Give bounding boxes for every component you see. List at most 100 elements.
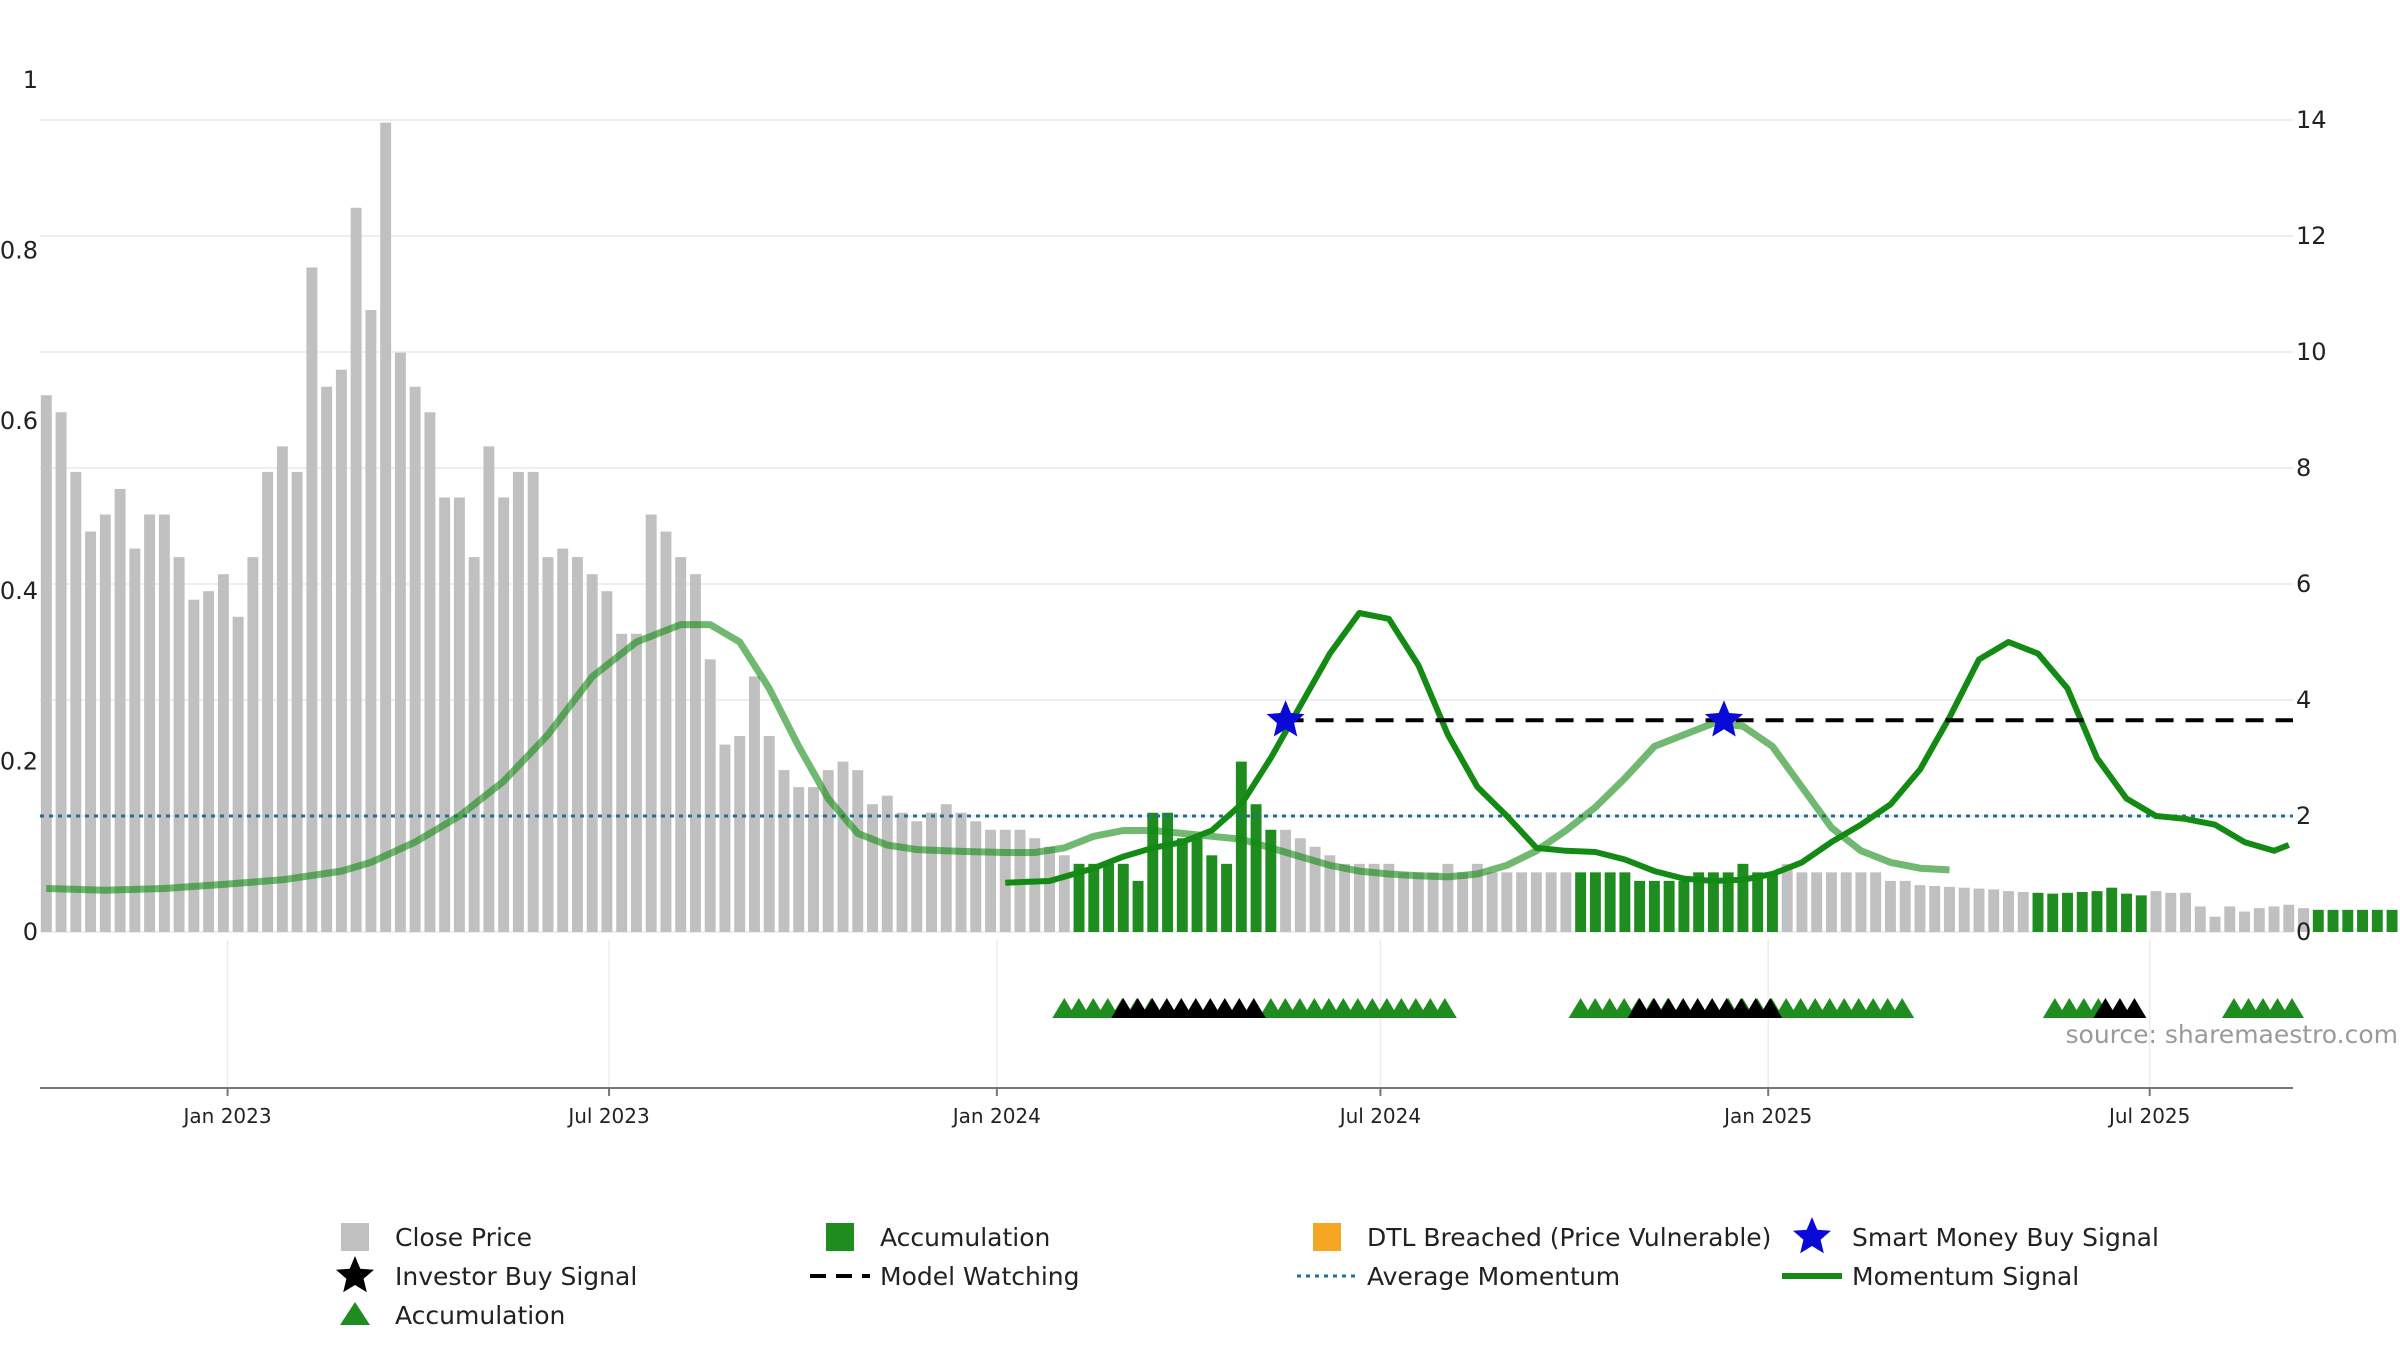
accumulation-bar	[1132, 880, 1144, 932]
close-price-bar	[380, 122, 392, 933]
close-price-bar	[1944, 886, 1955, 932]
accumulation-bar	[2342, 909, 2354, 932]
right-axis-tick-label: 0	[2296, 918, 2311, 946]
close-price-bar	[2253, 908, 2265, 932]
close-price-bar	[2165, 892, 2177, 932]
close-price-bar	[896, 812, 908, 932]
close-price-bar	[985, 829, 996, 932]
investor-triangle-icon	[2122, 998, 2147, 1018]
legend-label: Average Momentum	[1367, 1262, 1620, 1291]
legend-label: Accumulation	[880, 1223, 1050, 1252]
close-price-bar	[571, 557, 583, 932]
close-price-bar	[55, 412, 67, 932]
close-price-bar	[867, 804, 878, 932]
close-price-bar	[527, 471, 539, 932]
close-price-bar	[734, 736, 746, 932]
close-price-bars	[40, 122, 2398, 933]
close-price-bar	[881, 795, 893, 932]
accumulation-bar	[2357, 909, 2369, 932]
accumulation-bar	[1575, 872, 1587, 932]
left-axis-tick-label: 0	[23, 918, 38, 946]
close-price-bar	[586, 574, 598, 932]
close-price-bar	[188, 599, 200, 932]
legend-label: Smart Money Buy Signal	[1852, 1223, 2159, 1252]
legend-item: Accumulation	[826, 1223, 1050, 1252]
accumulation-bar	[1250, 804, 1262, 932]
close-price-bar	[1471, 863, 1483, 932]
accumulation-bar	[1634, 880, 1646, 932]
right-axis-tick-label: 10	[2296, 338, 2327, 366]
close-price-bar	[247, 557, 259, 932]
momentum-line-historic	[46, 621, 1950, 894]
legend-square-icon	[341, 1223, 369, 1251]
close-price-bar	[1825, 872, 1837, 932]
left-axis-tick-label: 0.6	[0, 407, 38, 435]
accumulation-bar	[1088, 863, 1100, 932]
accumulation-bar	[1604, 872, 1616, 932]
legend-label: DTL Breached (Price Vulnerable)	[1367, 1223, 1771, 1252]
close-price-bar	[660, 531, 672, 932]
close-price-bar	[144, 514, 156, 932]
close-price-bar	[689, 574, 701, 932]
right-axis-tick-label: 14	[2296, 106, 2327, 134]
accumulation-bar	[1707, 872, 1719, 932]
accumulation-bar	[2047, 893, 2059, 932]
legend-star-icon	[1793, 1217, 1831, 1254]
close-price-bar	[439, 497, 451, 932]
legend-item: Average Momentum	[1297, 1262, 1620, 1291]
accumulation-triangle-icon	[1890, 998, 1915, 1018]
accumulation-bar	[1147, 812, 1159, 932]
close-price-bar	[1486, 872, 1498, 932]
accumulation-bar	[1752, 872, 1764, 932]
close-price-bar	[616, 633, 628, 932]
close-price-bar	[291, 471, 303, 932]
accumulation-bar	[1663, 880, 1675, 932]
close-price-bar	[2239, 911, 2250, 932]
close-price-bar	[173, 557, 185, 932]
accumulation-bar	[1103, 863, 1115, 932]
close-price-bar	[1501, 872, 1513, 932]
close-price-bar	[601, 591, 613, 932]
close-price-bar	[276, 446, 288, 932]
close-price-bar	[512, 471, 524, 932]
close-price-bar	[822, 770, 834, 932]
close-price-bar	[793, 787, 805, 932]
accumulation-triangle-icon	[1432, 998, 1457, 1018]
close-price-bar	[704, 659, 716, 932]
legend-square-icon	[826, 1223, 854, 1251]
accumulation-bar	[1117, 863, 1129, 932]
accumulation-bar	[1162, 812, 1174, 932]
close-price-bar	[232, 616, 244, 932]
close-price-bar	[1530, 872, 1542, 932]
investor-triangle-icon	[1758, 998, 1783, 1018]
close-price-bar	[203, 591, 215, 932]
accumulation-bar	[1265, 829, 1277, 932]
close-price-bar	[1412, 872, 1424, 932]
close-price-bar	[1398, 872, 1410, 932]
legend-item: Close Price	[341, 1223, 532, 1252]
close-price-bar	[306, 267, 318, 932]
legend-label: Model Watching	[880, 1262, 1080, 1291]
close-price-bar	[970, 821, 982, 932]
close-price-bar	[2224, 906, 2236, 932]
close-price-bar	[1840, 872, 1852, 932]
x-axis-tick-label: Jul 2025	[2107, 1104, 2190, 1128]
close-price-bar	[40, 395, 52, 932]
close-price-bar	[321, 386, 333, 933]
left-axis-tick-label: 0.4	[0, 577, 38, 605]
close-price-bar	[114, 488, 126, 932]
close-price-bar	[557, 548, 569, 932]
accumulation-bar	[2106, 887, 2118, 932]
accumulation-bar	[1619, 872, 1631, 932]
legend-item: Momentum Signal	[1782, 1262, 2079, 1291]
accumulation-bar	[2062, 892, 2073, 932]
close-price-bar	[85, 531, 97, 932]
legend-label: Investor Buy Signal	[395, 1262, 637, 1291]
close-price-bar	[2194, 906, 2206, 932]
close-price-bar	[1058, 855, 1070, 932]
close-price-bar	[1294, 838, 1306, 932]
close-price-bar	[749, 676, 760, 932]
smart-money-star-icon	[1266, 700, 1305, 737]
accumulation-bar	[2135, 895, 2147, 932]
close-price-bar	[2180, 892, 2191, 932]
